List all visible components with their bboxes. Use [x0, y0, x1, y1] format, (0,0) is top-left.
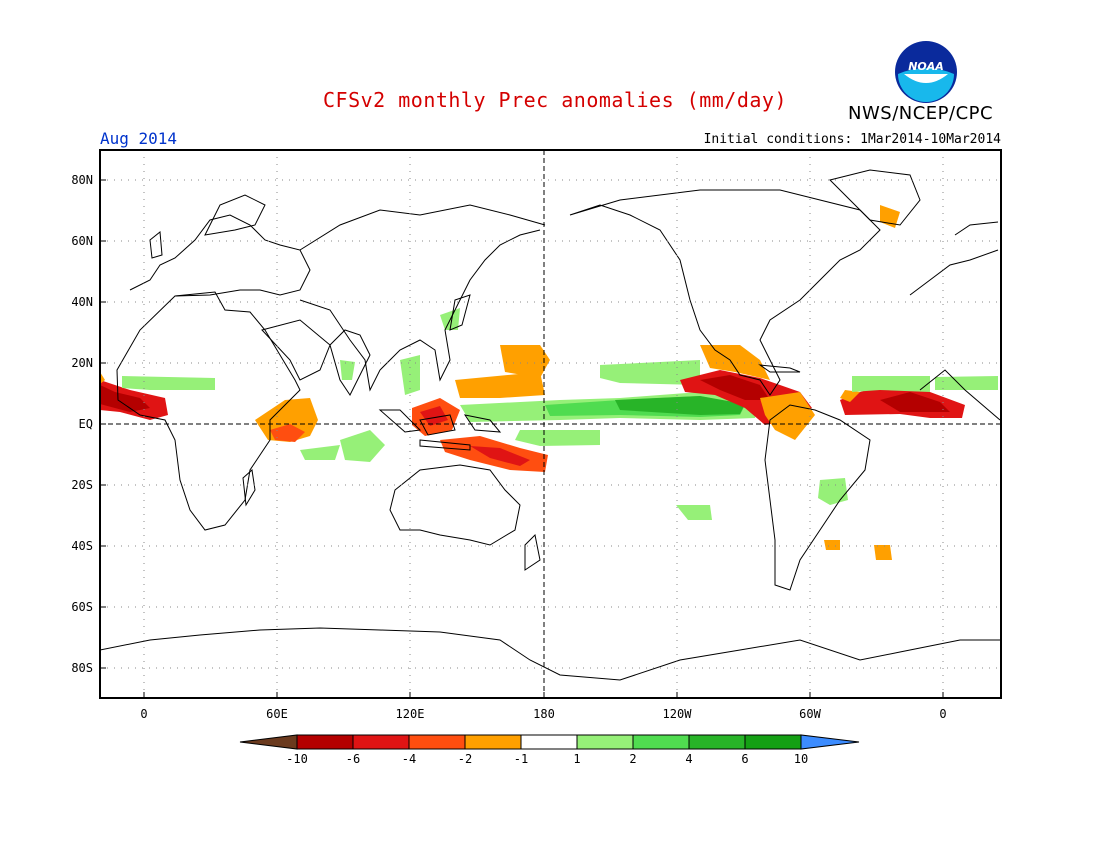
map-content [100, 150, 1001, 698]
colorbar-swatch [688, 734, 746, 750]
agency-label: NWS/NCEP/CPC [848, 103, 994, 124]
lat-label: 60N [71, 234, 93, 248]
colorbar-swatch [464, 734, 522, 750]
anomaly-shading [100, 205, 998, 560]
lon-label: 60W [799, 707, 821, 721]
lat-label: 40N [71, 295, 93, 309]
colorbar-label: -1 [514, 752, 528, 766]
colorbar-label: 2 [629, 752, 636, 766]
lat-label: 20N [71, 356, 93, 370]
forecast-month: Aug 2014 [100, 129, 178, 148]
axis-ticks [100, 179, 944, 698]
colorbar-swatch [520, 734, 578, 750]
colorbar-label: 6 [741, 752, 748, 766]
noaa-logo: NOAA [894, 40, 958, 104]
colorbar-swatch [296, 734, 354, 750]
latitude-labels: 80N 60N 40N 20N EQ 20S 40S 60S 80S [71, 173, 93, 675]
colorbar-arrow-low [239, 734, 298, 750]
map-title: CFSv2 monthly Prec anomalies (mm/day) [322, 88, 788, 112]
initial-conditions: Initial conditions: 1Mar2014-10Mar2014 [703, 132, 1001, 147]
longitude-labels: 0 60E 120E 180 120W 60W 0 [140, 707, 946, 721]
colorbar-swatch [352, 734, 410, 750]
colorbar-arrow-high [800, 734, 860, 750]
lon-label: 180 [533, 707, 555, 721]
lat-label: 80S [71, 661, 93, 675]
lat-label: 60S [71, 600, 93, 614]
lon-label: 120E [396, 707, 425, 721]
colorbar-swatch [744, 734, 802, 750]
colorbar-label: -4 [402, 752, 416, 766]
colorbar-label: 1 [573, 752, 580, 766]
colorbar-swatch [632, 734, 690, 750]
coastlines [100, 169, 1001, 681]
colorbar-swatch [408, 734, 466, 750]
colorbar-label: -6 [346, 752, 360, 766]
lat-label: 40S [71, 539, 93, 553]
colorbar: -10 -6 -4 -2 -1 1 2 4 6 10 [239, 734, 860, 766]
colorbar-label: -2 [458, 752, 472, 766]
lat-label: 20S [71, 478, 93, 492]
lat-label: EQ [79, 417, 93, 431]
lon-label: 120W [663, 707, 693, 721]
colorbar-label: 10 [794, 752, 808, 766]
colorbar-label: -10 [286, 752, 308, 766]
lat-label: 80N [71, 173, 93, 187]
lon-label: 60E [266, 707, 288, 721]
colorbar-swatch [576, 734, 634, 750]
colorbar-label: 4 [685, 752, 692, 766]
logo-text: NOAA [908, 60, 944, 73]
lon-label: 0 [140, 707, 147, 721]
lon-label: 0 [939, 707, 946, 721]
